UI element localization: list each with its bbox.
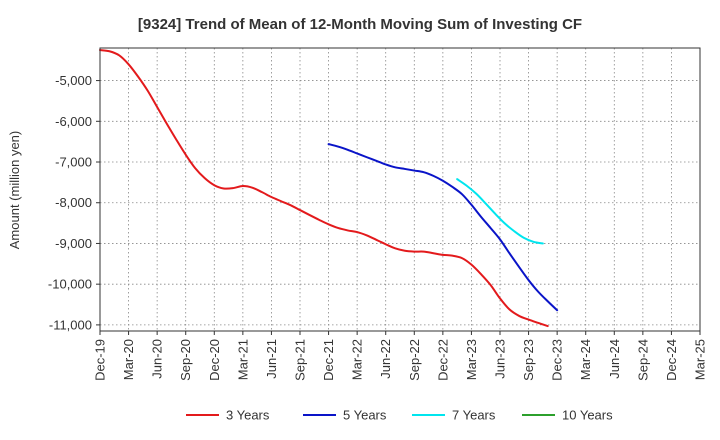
y-tick-label: -11,000 [49, 317, 92, 332]
y-axis-label: Amount (million yen) [7, 131, 22, 250]
series-line-3-years [99, 49, 549, 328]
x-tick-label: Dec-21 [321, 339, 336, 381]
legend-label: 7 Years [452, 408, 496, 423]
y-tick-label: -7,000 [55, 155, 92, 170]
plot-frame [99, 47, 701, 332]
chart-title: [9324] Trend of Mean of 12-Month Moving … [138, 16, 582, 33]
legend: 3 Years 5 Years 7 Years 10 Years [186, 408, 613, 423]
x-tick-label: Jun-21 [264, 339, 279, 379]
legend-label: 10 Years [562, 408, 613, 423]
y-tick-label: -10,000 [48, 277, 92, 292]
x-tick-label: Mar-23 [464, 339, 479, 380]
x-tick-label: Dec-22 [435, 339, 450, 381]
x-tick-label: Mar-20 [121, 339, 136, 380]
y-tick-label: -6,000 [55, 114, 92, 129]
y-tick-label: -9,000 [55, 236, 92, 251]
legend-label: 5 Years [343, 408, 387, 423]
x-tick-label: Dec-20 [207, 339, 222, 381]
x-tick-label: Dec-19 [93, 339, 108, 381]
x-tick-label: Dec-23 [550, 339, 565, 381]
x-tick-label: Mar-21 [235, 339, 250, 380]
x-tick-label: Sep-24 [635, 339, 650, 381]
x-tick-label: Sep-23 [521, 339, 536, 381]
y-tick-label: -8,000 [55, 195, 92, 210]
grid [99, 48, 701, 331]
x-tick-label: Sep-22 [407, 339, 422, 381]
y-axis: -11,000 -10,000 -9,000 -8,000 -7,000 -6,000 -5… [48, 73, 100, 332]
series-line-5-years [327, 143, 559, 312]
series-layer [99, 49, 559, 328]
series-line-7-years [456, 178, 544, 245]
x-tick-label: Mar-24 [578, 339, 593, 380]
x-tick-label: Jun-22 [378, 339, 393, 379]
x-tick-label: Dec-24 [664, 339, 679, 381]
x-tick-label: Jun-20 [150, 339, 165, 379]
legend-label: 3 Years [226, 408, 270, 423]
x-tick-label: Sep-20 [178, 339, 193, 381]
x-axis: Dec-19 Mar-20 Jun-20 Sep-20 Dec-20 Mar-21 Jun-… [93, 331, 708, 381]
x-tick-label: Jun-23 [493, 339, 508, 379]
x-tick-label: Sep-21 [293, 339, 308, 381]
y-tick-label: -5,000 [55, 73, 92, 88]
x-tick-label: Jun-24 [607, 339, 622, 379]
x-tick-label: Mar-22 [350, 339, 365, 380]
x-tick-label: Mar-25 [693, 339, 708, 380]
